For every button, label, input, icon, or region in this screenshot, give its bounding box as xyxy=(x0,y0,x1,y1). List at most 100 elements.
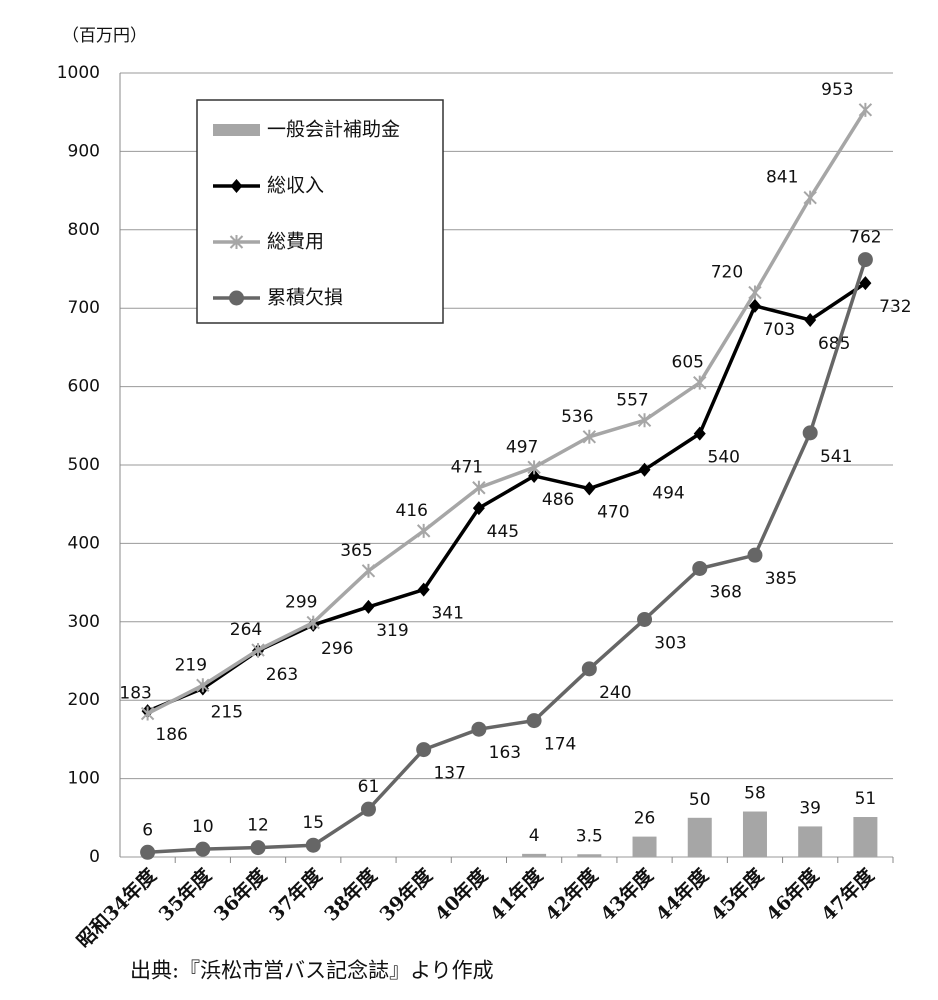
data-label: 61 xyxy=(358,777,380,797)
marker xyxy=(416,523,431,538)
marker xyxy=(581,661,597,677)
marker xyxy=(471,721,487,737)
data-label: 536 xyxy=(561,407,593,427)
y-tick-label: 0 xyxy=(89,847,100,867)
y-tick-label: 800 xyxy=(68,220,100,240)
line xyxy=(147,259,868,855)
marker xyxy=(858,102,873,117)
x-tick-label: 38年度 xyxy=(320,863,383,926)
data-label: 137 xyxy=(433,764,465,784)
marker xyxy=(857,252,873,268)
x-tick-label: 40年度 xyxy=(430,863,493,926)
y-tick-label: 100 xyxy=(68,769,100,789)
x-tick-label: 42年度 xyxy=(541,863,604,926)
bar xyxy=(687,817,712,857)
y-tick-label: 600 xyxy=(68,377,100,397)
data-label: 319 xyxy=(376,621,408,641)
bar xyxy=(798,826,823,857)
marker xyxy=(637,611,653,627)
legend-swatch xyxy=(213,124,260,136)
marker xyxy=(693,426,706,441)
marker xyxy=(472,480,486,495)
x-tick-label: 35年度 xyxy=(154,863,217,926)
marker xyxy=(362,599,375,614)
data-label: 303 xyxy=(654,633,686,653)
x-tick-label: 44年度 xyxy=(651,863,714,926)
marker xyxy=(747,547,763,563)
data-label: 26 xyxy=(634,809,656,829)
marker xyxy=(140,844,156,860)
bar xyxy=(742,811,767,857)
data-label: 385 xyxy=(765,569,797,589)
data-label: 264 xyxy=(230,620,262,640)
marker xyxy=(305,837,321,853)
data-label: 762 xyxy=(849,228,881,248)
y-tick-label: 900 xyxy=(68,141,100,161)
marker xyxy=(804,312,817,327)
marker xyxy=(250,840,266,856)
data-label: 365 xyxy=(340,541,372,561)
data-label: 58 xyxy=(744,784,766,804)
x-tick-label: 36年度 xyxy=(209,863,272,926)
marker xyxy=(748,298,761,313)
data-label: 186 xyxy=(155,725,187,745)
marker xyxy=(582,429,597,444)
marker xyxy=(583,481,596,496)
data-label: 240 xyxy=(599,683,631,703)
y-tick-label: 500 xyxy=(68,455,100,475)
marker xyxy=(229,235,244,249)
data-label: 685 xyxy=(818,334,850,354)
bar xyxy=(577,854,602,857)
marker xyxy=(803,190,817,205)
y-tick-label: 1000 xyxy=(57,63,100,83)
marker xyxy=(195,841,211,857)
x-tick-label: 41年度 xyxy=(485,863,548,926)
data-label: 541 xyxy=(820,447,852,467)
marker xyxy=(472,501,485,516)
data-label: 497 xyxy=(506,437,538,457)
data-label: 953 xyxy=(821,80,853,100)
data-label: 4 xyxy=(529,826,540,846)
marker xyxy=(229,290,244,306)
data-label: 471 xyxy=(451,458,483,478)
legend-label: 累積欠損 xyxy=(267,287,343,309)
data-label: 494 xyxy=(652,484,684,504)
data-label: 703 xyxy=(763,320,795,340)
data-label: 183 xyxy=(119,684,151,704)
legend-box xyxy=(196,99,444,324)
data-label: 445 xyxy=(487,522,519,542)
data-label: 486 xyxy=(542,490,574,510)
source-note: 出典:『浜松市営バス記念誌』より作成 xyxy=(130,959,494,983)
data-label: 263 xyxy=(266,665,298,685)
marker xyxy=(251,643,265,658)
data-label: 219 xyxy=(175,655,207,675)
data-label: 15 xyxy=(302,813,324,833)
marker xyxy=(140,706,155,721)
marker xyxy=(859,276,872,291)
x-tick-label: 46年度 xyxy=(761,863,824,926)
line xyxy=(146,108,867,716)
bar xyxy=(632,836,657,857)
data-label: 215 xyxy=(211,702,243,722)
data-label: 540 xyxy=(708,448,740,468)
legend-label: 一般会計補助金 xyxy=(267,119,400,141)
y-axis-label: （百万円） xyxy=(62,26,147,46)
data-label: 39 xyxy=(799,798,821,818)
data-label: 163 xyxy=(489,743,521,763)
marker xyxy=(528,468,541,483)
marker xyxy=(196,678,210,693)
x-tick-label: 45年度 xyxy=(706,863,769,926)
marker xyxy=(416,742,432,758)
data-label: 174 xyxy=(544,735,576,755)
marker xyxy=(527,460,541,475)
marker xyxy=(692,560,708,576)
y-tick-label: 400 xyxy=(68,533,100,553)
data-label: 51 xyxy=(855,789,877,809)
data-label: 470 xyxy=(597,503,629,523)
marker xyxy=(306,615,320,630)
data-label: 720 xyxy=(711,263,743,283)
bar xyxy=(853,817,878,857)
marker xyxy=(638,462,651,477)
marker xyxy=(361,563,376,578)
